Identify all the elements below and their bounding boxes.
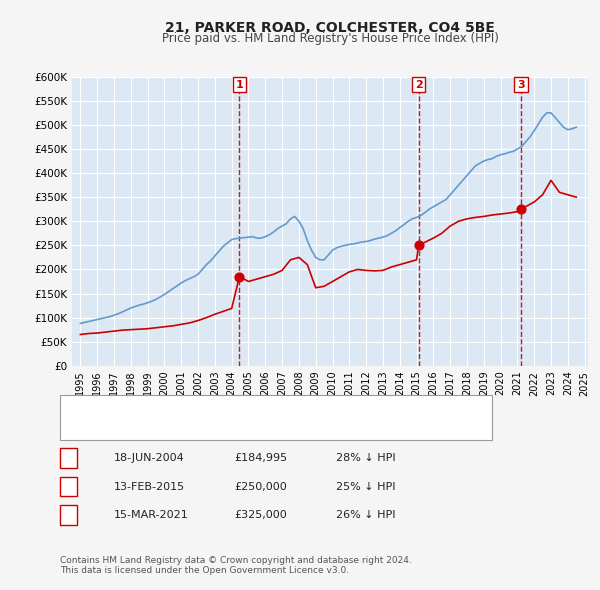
Text: 1: 1 (65, 454, 72, 463)
Point (235, 272, 244, 281)
Text: 21, PARKER ROAD, COLCHESTER, CO4 5BE (detached house): 21, PARKER ROAD, COLCHESTER, CO4 5BE (de… (102, 403, 405, 412)
Text: 15-MAR-2021: 15-MAR-2021 (114, 510, 189, 520)
Text: £325,000: £325,000 (234, 510, 287, 520)
Point (414, 241, 424, 250)
Text: Price paid vs. HM Land Registry's House Price Index (HPI): Price paid vs. HM Land Registry's House … (161, 32, 499, 45)
Text: 1: 1 (236, 80, 243, 90)
Text: 3: 3 (65, 510, 72, 520)
Text: 13-FEB-2015: 13-FEB-2015 (114, 482, 185, 491)
Text: ─────: ───── (69, 424, 103, 434)
Text: £184,995: £184,995 (234, 454, 287, 463)
Text: 18-JUN-2004: 18-JUN-2004 (114, 454, 185, 463)
Text: 2: 2 (415, 80, 422, 90)
Point (516, 205, 526, 214)
Text: 28% ↓ HPI: 28% ↓ HPI (336, 454, 395, 463)
Text: 21, PARKER ROAD, COLCHESTER, CO4 5BE: 21, PARKER ROAD, COLCHESTER, CO4 5BE (165, 21, 495, 35)
Text: 25% ↓ HPI: 25% ↓ HPI (336, 482, 395, 491)
Text: £250,000: £250,000 (234, 482, 287, 491)
Text: 3: 3 (517, 80, 525, 90)
Text: 2: 2 (65, 482, 72, 491)
Text: HPI: Average price, detached house, Colchester: HPI: Average price, detached house, Colc… (102, 424, 340, 434)
Text: ─────: ───── (69, 403, 103, 412)
Text: 26% ↓ HPI: 26% ↓ HPI (336, 510, 395, 520)
Text: Contains HM Land Registry data © Crown copyright and database right 2024.
This d: Contains HM Land Registry data © Crown c… (60, 556, 412, 575)
